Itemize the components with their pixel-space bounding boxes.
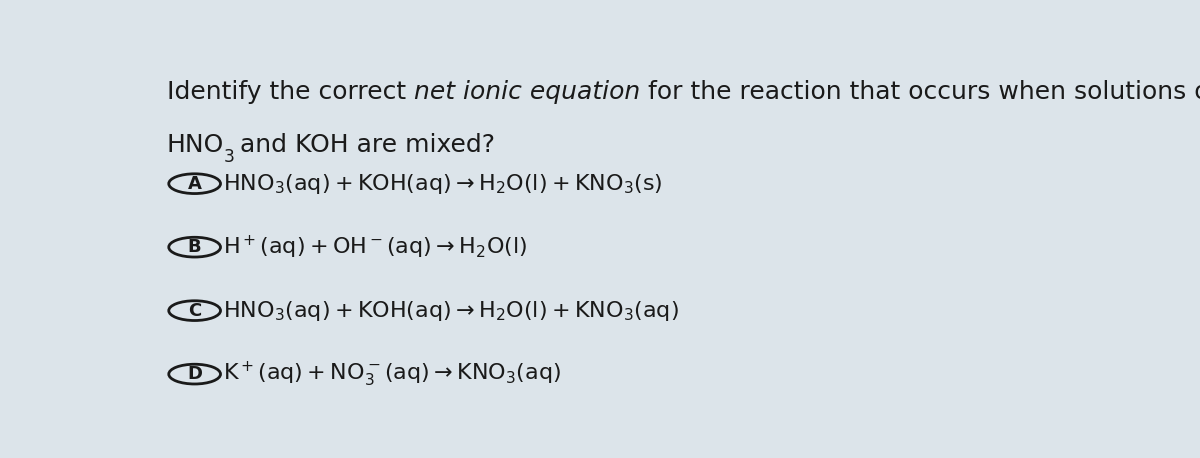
Text: for the reaction that occurs when solutions of: for the reaction that occurs when soluti… — [640, 80, 1200, 104]
Text: 3: 3 — [224, 148, 235, 166]
Text: C: C — [188, 302, 202, 320]
Text: Identify the correct: Identify the correct — [167, 80, 414, 104]
Text: $\mathrm{HNO_3(aq) + KOH(aq) \rightarrow H_2O(l) + KNO_3(s)}$: $\mathrm{HNO_3(aq) + KOH(aq) \rightarrow… — [222, 172, 662, 196]
Text: net ionic equation: net ionic equation — [414, 80, 640, 104]
Text: $\mathrm{H^+(aq) + OH^-(aq) \rightarrow H_2O(l)}$: $\mathrm{H^+(aq) + OH^-(aq) \rightarrow … — [222, 234, 527, 261]
Text: B: B — [188, 238, 202, 256]
Text: A: A — [187, 174, 202, 193]
Text: $\mathrm{HNO_3(aq) + KOH(aq) \rightarrow H_2O(l) + KNO_3(aq)}$: $\mathrm{HNO_3(aq) + KOH(aq) \rightarrow… — [222, 299, 678, 322]
Text: $\mathrm{K^+(aq) + NO_3^-(aq) \rightarrow KNO_3(aq)}$: $\mathrm{K^+(aq) + NO_3^-(aq) \rightarro… — [222, 360, 560, 389]
Text: and KOH are mixed?: and KOH are mixed? — [233, 132, 496, 157]
Text: HNO: HNO — [167, 132, 224, 157]
Text: D: D — [187, 365, 202, 383]
